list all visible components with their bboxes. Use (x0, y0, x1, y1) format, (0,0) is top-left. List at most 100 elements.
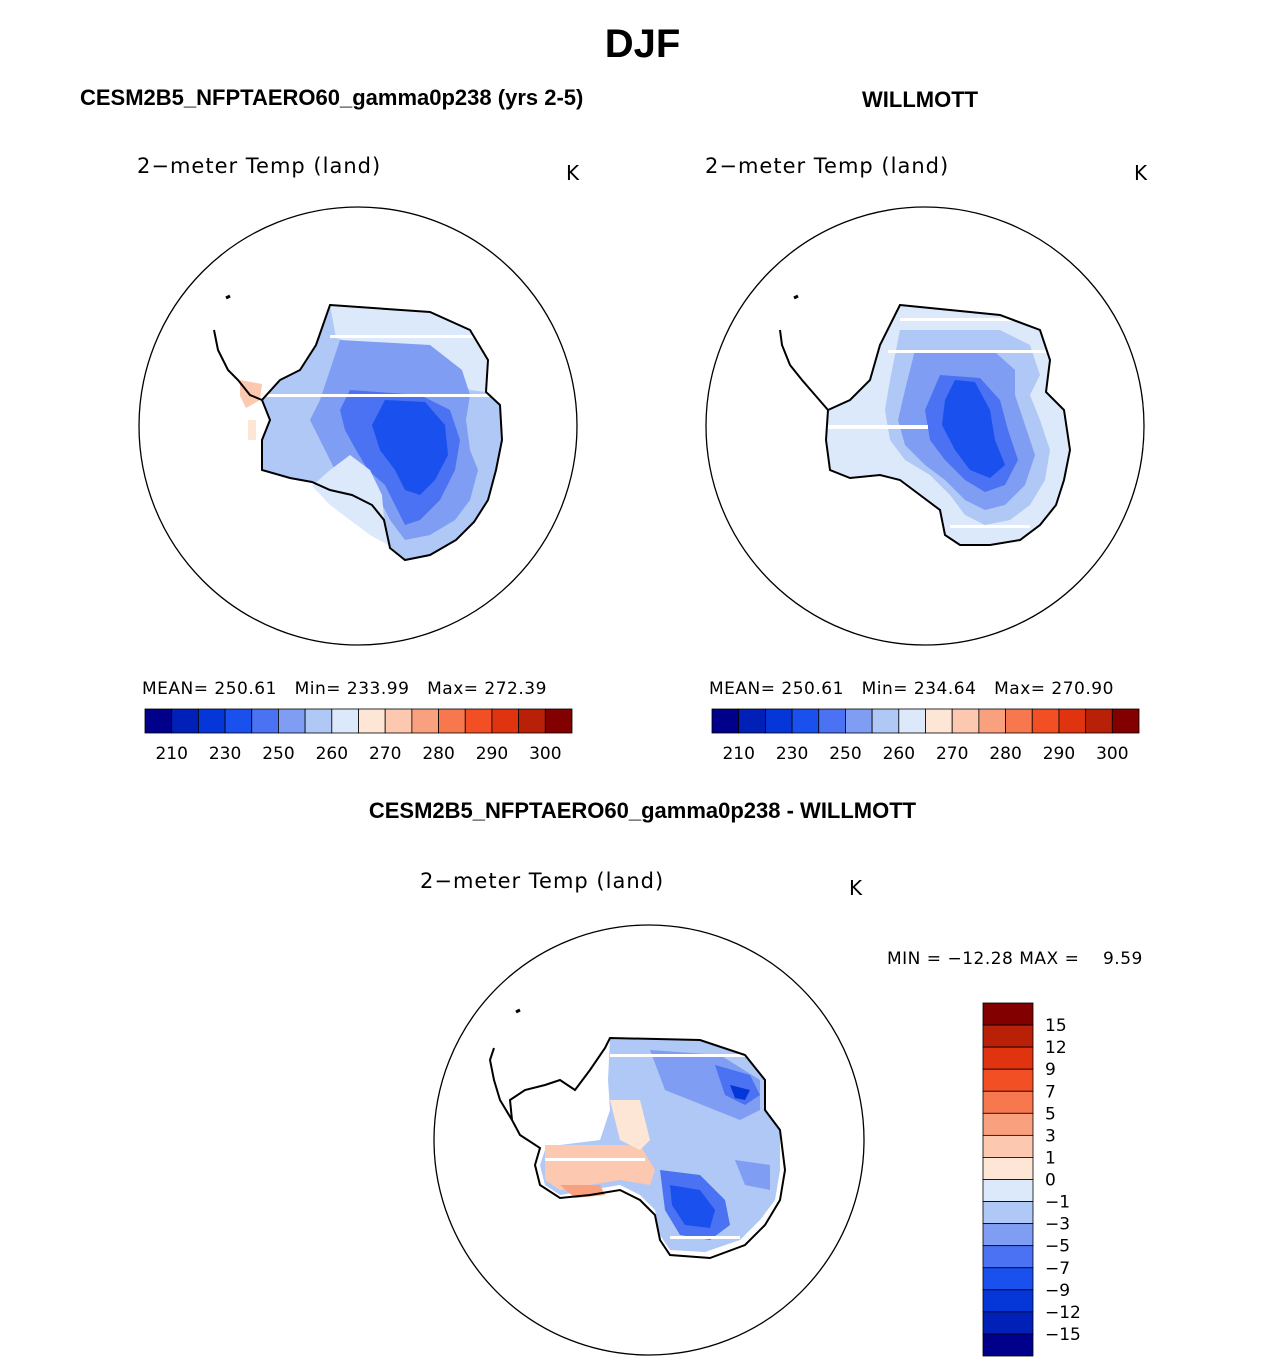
right-colorbar (711, 708, 1140, 734)
right-stats: MEAN= 250.61 Min= 234.64 Max= 270.90 (709, 679, 1114, 699)
right-colorbar-box (1085, 708, 1113, 734)
left-colorbar-tick-label: 210 (155, 744, 187, 764)
left-colorbar-box (438, 708, 466, 734)
right-units-label: K (1134, 161, 1148, 185)
diff-colorbar-box (982, 1201, 1034, 1225)
right-colorbar-box (1005, 708, 1033, 734)
left-colorbar-box (518, 708, 546, 734)
left-colorbar-tick-label: 280 (422, 744, 454, 764)
diff-colorbar-tick-label: 12 (1045, 1038, 1067, 1058)
right-colorbar-box (925, 708, 953, 734)
diff-colorbar-box (982, 1024, 1034, 1048)
left-colorbar-box (304, 708, 333, 734)
right-colorbar-labels: 210 230 250 260 270 280 290 300 (722, 744, 1128, 764)
right-colorbar-box (1111, 708, 1140, 734)
no-data-gap (610, 1054, 770, 1057)
diff-colorbar-tick-label: −3 (1045, 1215, 1070, 1235)
left-colorbar (144, 708, 573, 734)
coastline (260, 303, 504, 562)
left-colorbar-box (331, 708, 359, 734)
left-variable-label: 2−meter Temp (land) (137, 154, 382, 178)
island-coastline (793, 294, 799, 300)
field-region (248, 420, 256, 440)
diff-colorbar-box (982, 1267, 1034, 1291)
diff-colorbar-box (982, 1333, 1034, 1357)
field-region (670, 1185, 715, 1228)
left-map (138, 206, 578, 646)
diff-colorbar-box (982, 1245, 1034, 1269)
right-mean: MEAN= 250.61 (709, 679, 844, 699)
no-data-gap (262, 394, 498, 397)
diff-colorbar-box (982, 1112, 1034, 1136)
diff-units-label: K (849, 876, 863, 900)
peninsula-coastline (779, 329, 829, 411)
right-max: Max= 270.90 (994, 679, 1114, 699)
no-data-gap (545, 1158, 645, 1161)
left-colorbar-tick-label: 300 (529, 744, 561, 764)
right-colorbar-tick-label: 270 (936, 744, 968, 764)
field-region (240, 380, 262, 408)
diff-colorbar-tick-label: −1 (1045, 1193, 1070, 1213)
coastline (824, 303, 1072, 546)
right-colorbar-box (1058, 708, 1087, 734)
diff-colorbar-tick-label: −9 (1045, 1281, 1070, 1301)
diff-colorbar-box (982, 1289, 1034, 1313)
left-colorbar-box (278, 708, 306, 734)
right-colorbar-tick-label: 300 (1096, 744, 1128, 764)
field-region (715, 1065, 760, 1105)
diff-case-title: CESM2B5_NFPTAERO60_gamma0p238 - WILLMOTT (368, 798, 917, 823)
right-colorbar-tick-label: 230 (776, 744, 808, 764)
diff-colorbar-tick-label: 5 (1045, 1104, 1056, 1124)
no-data-gap (670, 1236, 740, 1239)
right-colorbar-tick-label: 210 (722, 744, 754, 764)
left-colorbar-box (197, 708, 226, 734)
diff-colorbar-tick-label: −5 (1045, 1237, 1070, 1257)
diff-colorbar-box (982, 1311, 1034, 1335)
left-units-label: K (566, 161, 580, 185)
right-colorbar-tick-label: 280 (989, 744, 1021, 764)
diff-variable-label: 2−meter Temp (land) (420, 869, 665, 893)
no-data-gap (888, 350, 1048, 353)
diff-colorbar-tick-label: 1 (1045, 1148, 1056, 1168)
left-stats: MEAN= 250.61 Min= 233.99 Max= 272.39 (142, 679, 547, 699)
left-colorbar-box (171, 708, 199, 734)
no-data-gap (900, 318, 1040, 321)
field-region (312, 455, 388, 545)
field-region (545, 1145, 655, 1190)
right-colorbar-box (898, 708, 926, 734)
left-colorbar-box (384, 708, 413, 734)
right-colorbar-box (711, 708, 740, 734)
diff-colorbar (982, 1002, 1034, 1357)
no-data-gap (825, 425, 928, 429)
diff-colorbar-tick-label: 15 (1045, 1016, 1067, 1036)
no-data-gap (330, 335, 490, 338)
left-colorbar-box (544, 708, 573, 734)
diff-colorbar-tick-label: 7 (1045, 1082, 1056, 1102)
left-colorbar-tick-label: 260 (316, 744, 348, 764)
field-region (610, 1100, 650, 1150)
peninsula-coastline (213, 329, 263, 401)
field-region (735, 1160, 770, 1190)
diff-colorbar-box (982, 1002, 1034, 1026)
coastline (508, 1036, 787, 1260)
right-colorbar-box (818, 708, 846, 734)
peninsula-coastline (488, 1047, 513, 1121)
right-case-title: WILLMOTT (862, 87, 979, 112)
diff-colorbar-tick-label: −15 (1045, 1325, 1081, 1345)
left-colorbar-box (464, 708, 493, 734)
field-region (650, 1050, 760, 1120)
left-colorbar-box (144, 708, 173, 734)
diff-colorbar-box (982, 1157, 1034, 1180)
left-colorbar-tick-label: 230 (209, 744, 241, 764)
right-colorbar-box (764, 708, 793, 734)
left-min: Min= 233.99 (294, 679, 410, 699)
left-colorbar-box (358, 708, 386, 734)
right-colorbar-tick-label: 290 (1043, 744, 1075, 764)
diff-stats: MIN = −12.28 MAX = 9.59 (887, 949, 1143, 969)
diff-colorbar-box (982, 1068, 1034, 1092)
diff-colorbar-box (982, 1134, 1034, 1158)
right-min: Min= 234.64 (861, 679, 977, 699)
right-colorbar-box (791, 708, 820, 734)
island-coastline (515, 1008, 521, 1014)
